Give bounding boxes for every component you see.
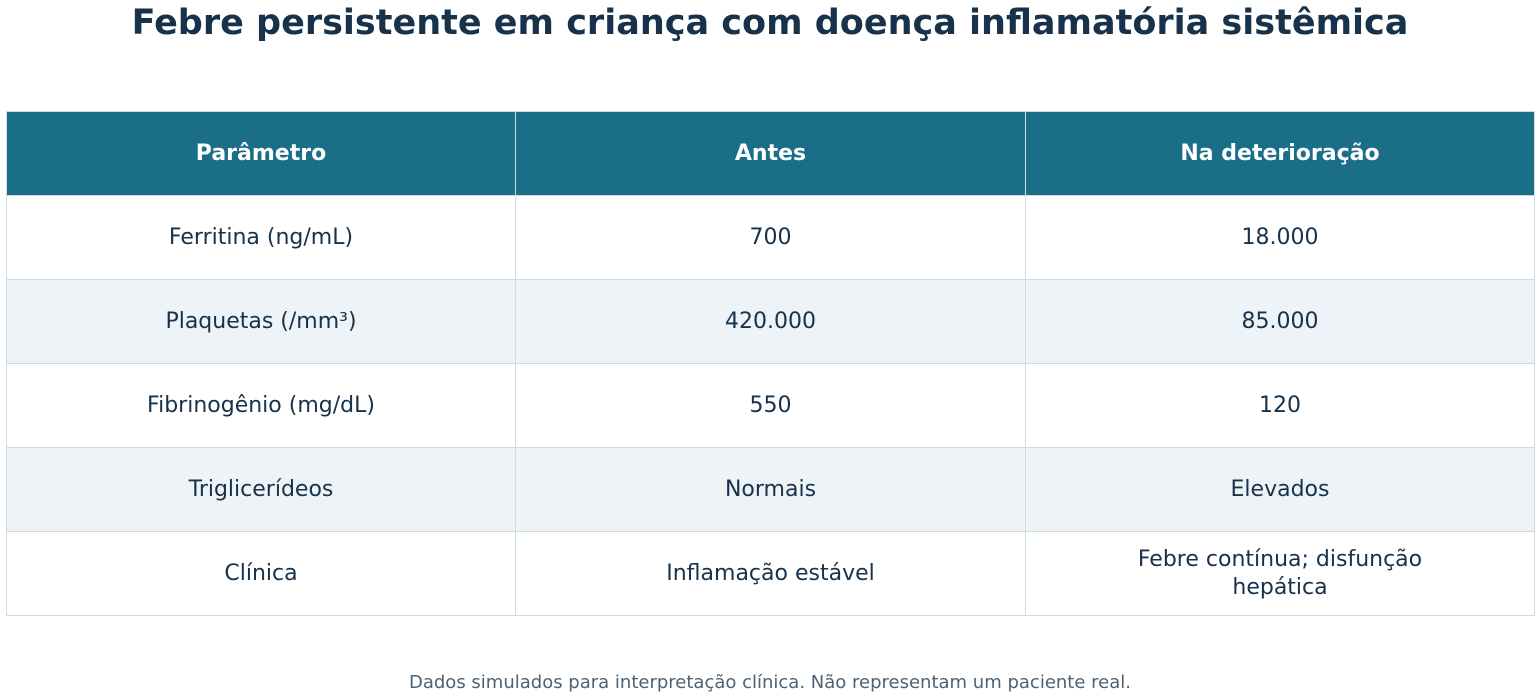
table-cell: 18.000 <box>1025 195 1535 280</box>
column-header-parametro: Parâmetro <box>6 111 516 196</box>
table-row: Fibrinogênio (mg/dL) 550 120 <box>6 363 1535 448</box>
column-header-antes: Antes <box>515 111 1026 196</box>
table-cell: Plaquetas (/mm³) <box>6 279 516 364</box>
table-row: Triglicerídeos Normais Elevados <box>6 447 1535 532</box>
table-row: Plaquetas (/mm³) 420.000 85.000 <box>6 279 1535 364</box>
table-cell: Elevados <box>1025 447 1535 532</box>
footnote: Dados simulados para interpretação clíni… <box>408 672 1131 693</box>
table-cell: 85.000 <box>1025 279 1535 364</box>
table-cell: Ferritina (ng/mL) <box>6 195 516 280</box>
table-cell: 120 <box>1025 363 1535 448</box>
table-row: Ferritina (ng/mL) 700 18.000 <box>6 195 1535 280</box>
table-cell: Inflamação estável <box>515 531 1026 616</box>
table-cell: 420.000 <box>515 279 1026 364</box>
data-table: Parâmetro Antes Na deterioração Ferritin… <box>6 111 1535 616</box>
table-cell: Fibrinogênio (mg/dL) <box>6 363 516 448</box>
table-header-row: Parâmetro Antes Na deterioração <box>6 111 1535 196</box>
table-cell: 550 <box>515 363 1026 448</box>
table-cell: Febre contínua; disfunção hepática <box>1025 531 1535 616</box>
table-cell: Triglicerídeos <box>6 447 516 532</box>
table-cell: 700 <box>515 195 1026 280</box>
column-header-deterioracao: Na deterioração <box>1025 111 1535 196</box>
page-title: Febre persistente em criança com doença … <box>131 3 1409 43</box>
table-cell: Normais <box>515 447 1026 532</box>
table-row: Clínica Inflamação estável Febre contínu… <box>6 531 1535 616</box>
table-cell: Clínica <box>6 531 516 616</box>
